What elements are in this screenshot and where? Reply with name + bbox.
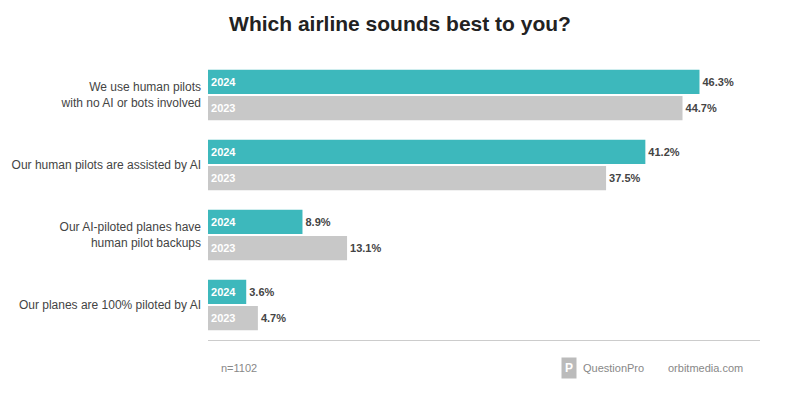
svg-text:37.5%: 37.5% — [609, 172, 640, 184]
svg-text:2024: 2024 — [211, 216, 236, 228]
svg-text:Our AI-piloted planes havehuma: Our AI-piloted planes havehuman pilot ba… — [60, 220, 202, 250]
svg-text:2024: 2024 — [211, 286, 236, 298]
svg-text:41.2%: 41.2% — [648, 146, 679, 158]
svg-text:Our human pilots are assisted: Our human pilots are assisted by AI — [12, 158, 201, 172]
svg-text:2023: 2023 — [211, 242, 235, 254]
svg-text:13.1%: 13.1% — [350, 242, 381, 254]
svg-text:2023: 2023 — [211, 312, 235, 324]
svg-text:n=1102: n=1102 — [221, 362, 257, 374]
svg-text:44.7%: 44.7% — [686, 102, 717, 114]
svg-text:2024: 2024 — [211, 76, 236, 88]
svg-text:8.9%: 8.9% — [305, 216, 330, 228]
svg-text:2024: 2024 — [211, 146, 236, 158]
svg-text:46.3%: 46.3% — [702, 76, 733, 88]
svg-text:P: P — [565, 361, 573, 375]
svg-text:2023: 2023 — [211, 172, 235, 184]
svg-text:Which airline sounds best to y: Which airline sounds best to you? — [229, 12, 571, 35]
svg-text:QuestionPro: QuestionPro — [583, 362, 644, 374]
svg-text:4.7%: 4.7% — [261, 312, 286, 324]
svg-text:2023: 2023 — [211, 102, 235, 114]
svg-text:Our planes are 100% piloted by: Our planes are 100% piloted by AI — [19, 298, 201, 312]
svg-text:3.6%: 3.6% — [249, 286, 274, 298]
svg-text:We use human pilotswith no AI: We use human pilotswith no AI or bots in… — [61, 80, 201, 110]
svg-text:orbitmedia.com: orbitmedia.com — [668, 362, 743, 374]
